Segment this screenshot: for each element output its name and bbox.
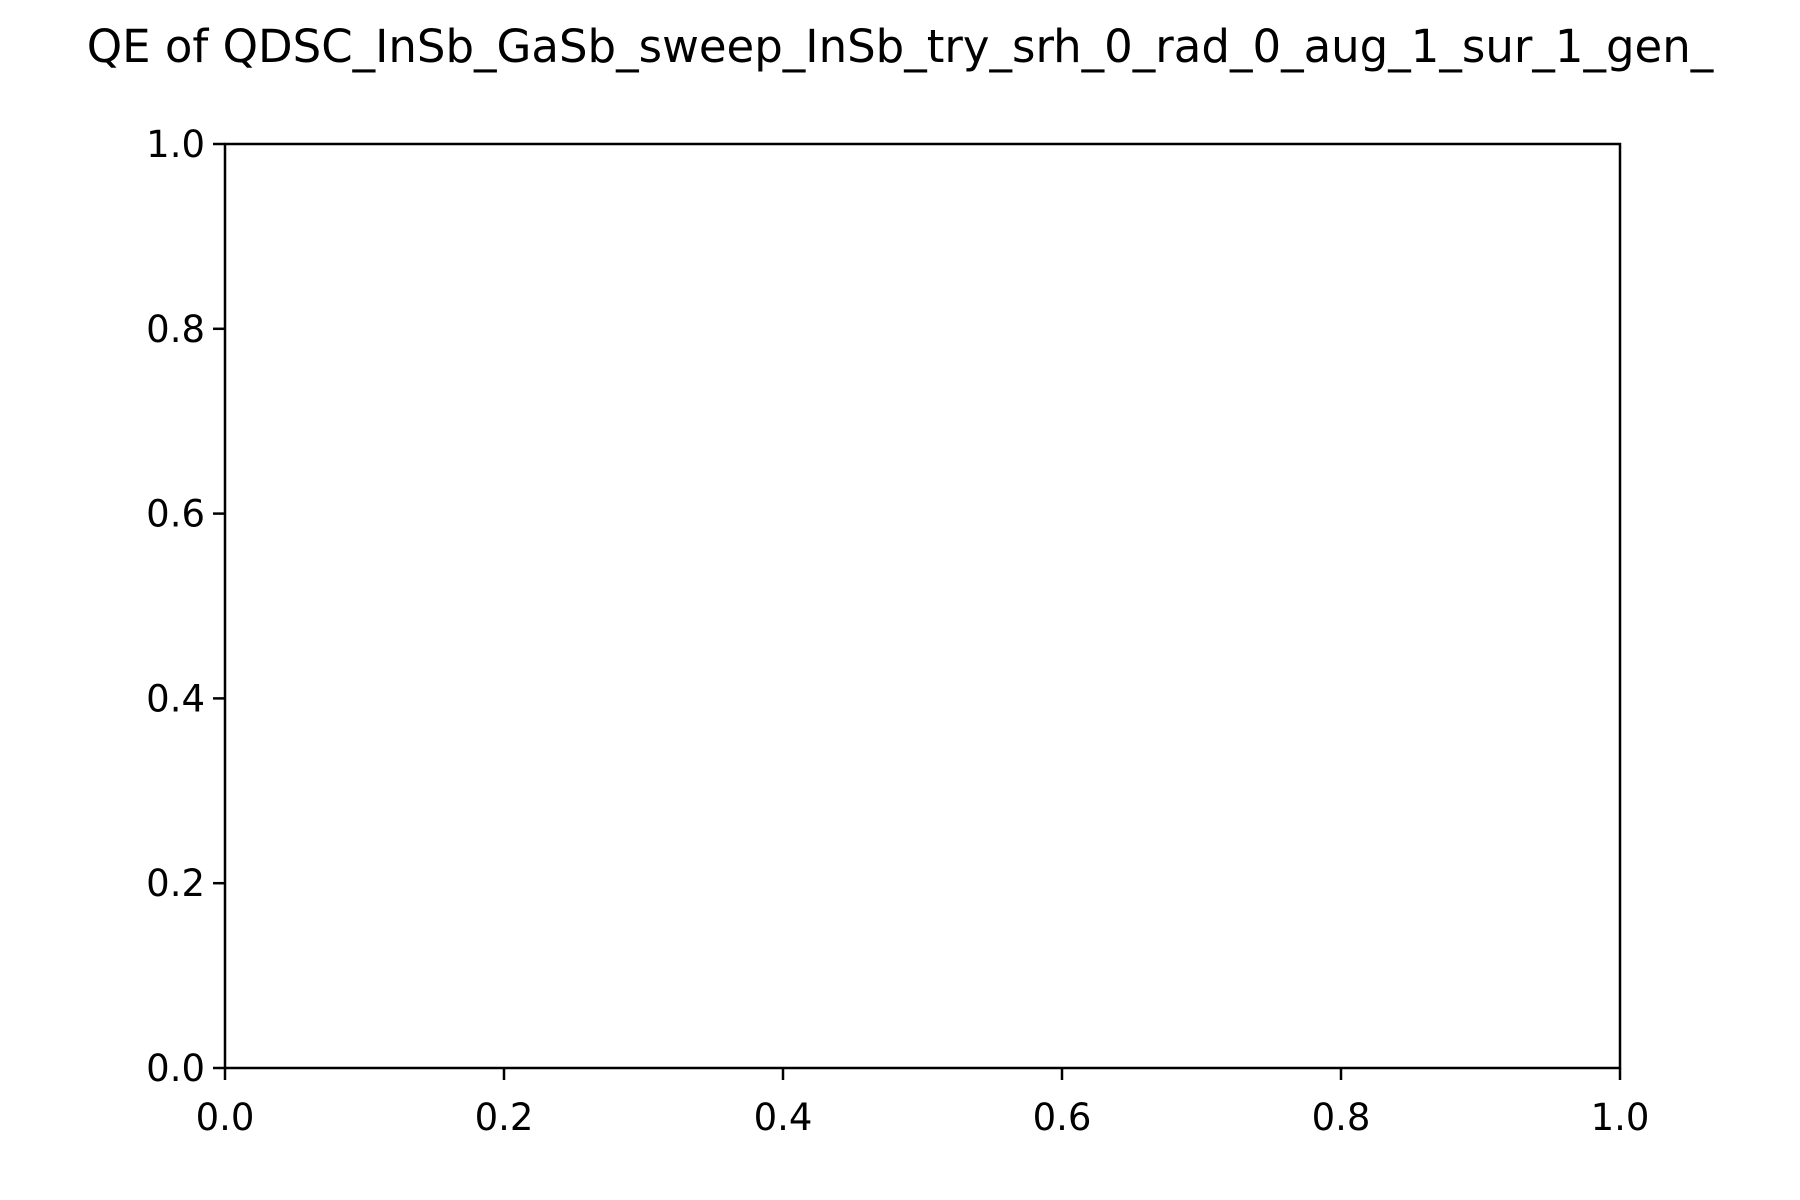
x-axis: 0.0 0.2 0.4 0.6 0.8 1.0 <box>196 1068 1650 1139</box>
x-tick-label: 0.2 <box>475 1096 534 1139</box>
chart-title: QE of QDSC_InSb_GaSb_sweep_InSb_try_srh_… <box>87 20 1714 73</box>
y-tick-label: 0.6 <box>146 493 205 536</box>
y-tick-label: 0.8 <box>146 308 205 351</box>
y-tick-label: 1.0 <box>146 123 205 166</box>
y-tick-label: 0.2 <box>146 862 205 905</box>
x-tick-label: 0.0 <box>196 1096 255 1139</box>
x-tick-label: 1.0 <box>1591 1096 1650 1139</box>
x-tick-label: 0.8 <box>1312 1096 1371 1139</box>
y-tick-label: 0.0 <box>146 1047 205 1090</box>
x-tick-label: 0.4 <box>754 1096 813 1139</box>
x-tick-label: 0.6 <box>1033 1096 1092 1139</box>
plot-area <box>223 142 1622 1070</box>
y-axis: 0.0 0.2 0.4 0.6 0.8 1.0 <box>146 123 225 1090</box>
y-tick-label: 0.4 <box>146 677 205 720</box>
